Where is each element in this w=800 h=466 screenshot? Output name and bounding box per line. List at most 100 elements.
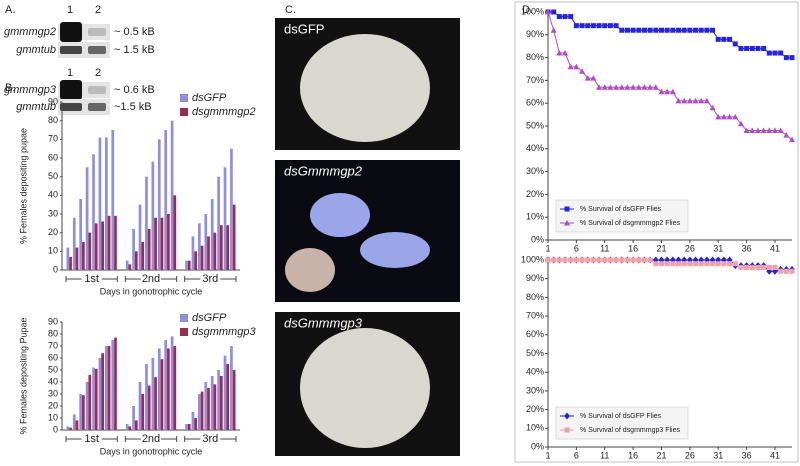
- point: [749, 127, 756, 134]
- bar: [101, 353, 104, 430]
- series-line: [547, 11, 793, 141]
- y-tick-label: 90: [48, 316, 58, 326]
- point: [681, 27, 687, 33]
- legend-label: % Survival of dsgmmmgp2 Flies: [580, 220, 680, 227]
- y-tick-label: 20: [48, 400, 58, 410]
- bar: [223, 167, 227, 270]
- bar: [164, 130, 168, 270]
- y-tick-label: 50: [48, 364, 58, 374]
- point: [772, 50, 778, 56]
- x-tick-label: 16: [628, 450, 638, 460]
- y-tick-label: 10: [48, 246, 58, 256]
- size-label: ~ 1.5 kB: [114, 44, 155, 56]
- bar: [151, 358, 155, 430]
- point: [755, 264, 761, 270]
- gene-label: gmmmgp2: [4, 26, 56, 38]
- y-tick-label: 10%: [526, 423, 544, 433]
- point: [676, 261, 682, 267]
- bar: [167, 348, 170, 430]
- legend-box: [555, 406, 689, 440]
- x-tick-label: 36: [742, 243, 752, 253]
- bar: [111, 130, 115, 270]
- panel-label: D.: [522, 4, 533, 16]
- bracket-gap: [141, 434, 161, 444]
- point: [669, 88, 676, 95]
- point: [664, 27, 670, 33]
- y-tick-label: 20%: [526, 404, 544, 414]
- x-tick-label: 6: [574, 243, 579, 253]
- point: [590, 257, 596, 263]
- point: [777, 127, 784, 134]
- point: [749, 45, 755, 51]
- point: [585, 257, 591, 263]
- bar: [210, 376, 214, 430]
- y-tick-label: 80: [48, 328, 58, 338]
- specimen: [360, 232, 430, 268]
- bar: [69, 256, 72, 270]
- point: [564, 412, 570, 420]
- y-tick-label: 30: [48, 208, 58, 218]
- point: [766, 50, 772, 56]
- point: [693, 27, 699, 33]
- bar: [200, 391, 204, 430]
- point: [619, 257, 625, 263]
- bar: [198, 394, 201, 430]
- y-tick-label: 70: [48, 134, 58, 144]
- band: [88, 86, 106, 94]
- x-tick-label: 6: [574, 450, 579, 460]
- legend-label: % Survival of dsGFP Flies: [580, 206, 662, 213]
- bar: [157, 139, 161, 270]
- bracket-gap: [81, 434, 102, 444]
- point: [772, 264, 778, 270]
- x-axis-label: Days in gonotrophic cycle: [100, 446, 203, 456]
- point: [738, 45, 744, 51]
- point: [687, 27, 693, 33]
- y-tick-label: 40: [48, 376, 58, 386]
- point: [573, 23, 579, 29]
- point: [607, 257, 613, 263]
- x-tick-label: 36: [742, 450, 752, 460]
- point: [573, 257, 579, 263]
- size-label: ~ 0.5 kB: [114, 26, 155, 38]
- point: [715, 36, 721, 42]
- y-tick-label: 0%: [531, 441, 544, 451]
- y-tick-label: 0: [53, 264, 58, 274]
- point: [568, 14, 574, 20]
- legend-label: dsgmmmgp3: [192, 326, 256, 338]
- lane-label: 1: [67, 4, 73, 16]
- bar: [79, 199, 83, 270]
- x-tick-label: 11: [600, 450, 609, 460]
- legend-swatch: [180, 314, 188, 322]
- point: [698, 261, 704, 267]
- y-tick-label: 100%: [521, 254, 544, 264]
- band: [88, 46, 106, 54]
- bracket-gap: [200, 434, 221, 444]
- bar: [128, 426, 132, 430]
- y-tick-label: 20: [48, 227, 58, 237]
- point: [704, 261, 710, 267]
- y-tick-label: 90: [48, 96, 58, 106]
- x-tick-label: 41: [770, 450, 780, 460]
- bar: [210, 199, 214, 270]
- bar: [82, 242, 85, 270]
- point: [630, 84, 637, 90]
- point: [647, 84, 654, 90]
- size-label: ~1.5 kB: [114, 101, 152, 113]
- bar: [194, 418, 197, 430]
- point: [630, 257, 636, 263]
- point: [715, 261, 721, 267]
- point: [766, 264, 772, 270]
- y-tick-label: 0%: [531, 234, 544, 244]
- y-tick-label: 80%: [526, 292, 544, 302]
- lane-label: 2: [95, 67, 101, 79]
- band: [60, 22, 82, 42]
- lane-label: 2: [95, 4, 101, 16]
- bar: [69, 427, 72, 430]
- bar: [213, 232, 217, 270]
- bar: [75, 420, 79, 430]
- bar: [72, 217, 76, 270]
- bar: [85, 382, 89, 430]
- point: [761, 264, 767, 270]
- bar: [194, 251, 197, 270]
- bar: [98, 137, 102, 270]
